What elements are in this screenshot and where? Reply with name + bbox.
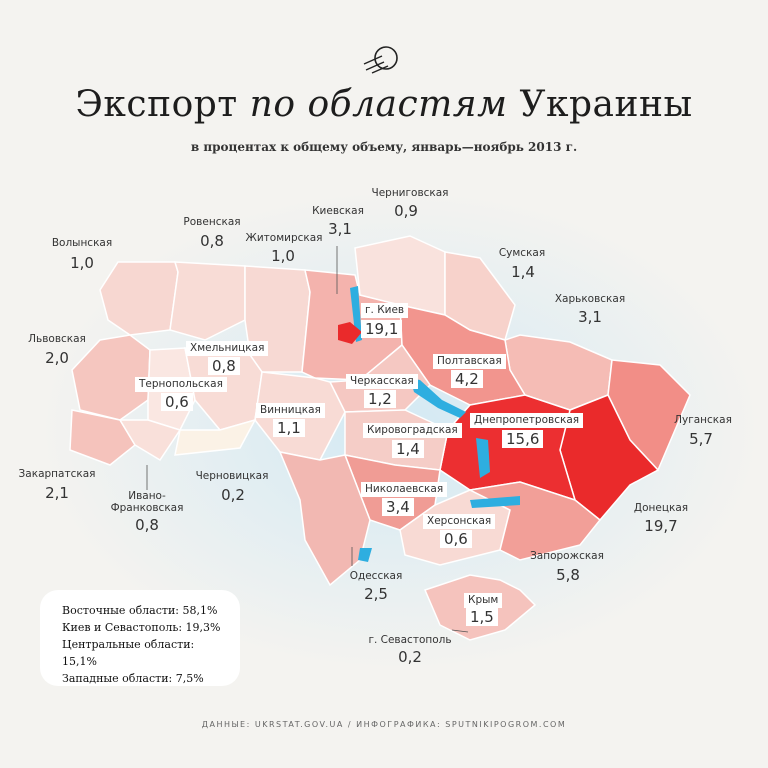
- region-label: Киевская: [312, 205, 364, 217]
- summary-legend: Восточные области: 58,1% Киев и Севастоп…: [40, 590, 240, 686]
- region-value: 0,2: [398, 648, 422, 666]
- region-value: 0,2: [221, 486, 245, 504]
- region-label: Крым: [464, 593, 503, 608]
- region-label: Львовская: [28, 333, 86, 345]
- region-label: Черновицкая: [195, 470, 269, 482]
- footer-credits: ДАННЫЕ: UKRSTAT.GOV.UA / ИНФОГРАФИКА: SP…: [201, 720, 567, 729]
- legend-item: Киев и Севастополь: 19,3%: [62, 621, 221, 634]
- region-value: 1,4: [392, 440, 424, 458]
- region-value: 15,6: [502, 430, 544, 448]
- region-chernivtsi: [174, 418, 257, 456]
- region-label: Запорожская: [530, 550, 604, 562]
- region-value: 3,1: [578, 308, 602, 326]
- region-label-line1: Ивано-: [128, 490, 166, 502]
- title-text-2: по областям: [249, 84, 508, 125]
- region-label: Сумская: [498, 247, 546, 259]
- region-label: Днепропетровская: [470, 413, 584, 428]
- region-value: 2,1: [45, 484, 69, 502]
- region-value: 1,0: [271, 247, 295, 265]
- region-label: Винницкая: [256, 403, 325, 418]
- region-label: Хмельницкая: [186, 341, 269, 356]
- legend-item: Восточные области: 58,1%: [62, 604, 218, 617]
- region-label: Ровенская: [183, 216, 241, 228]
- region-label: Тернопольская: [135, 377, 227, 392]
- region-label: Черкасская: [346, 374, 418, 389]
- region-value: 0,6: [440, 530, 472, 548]
- region-label: Одесская: [349, 570, 403, 582]
- region-label: Волынская: [51, 237, 113, 249]
- region-value: 5,7: [689, 430, 713, 448]
- region-label: г. Севастополь: [368, 634, 452, 646]
- region-label: Житомирская: [245, 232, 323, 244]
- region-value: 19,1: [361, 320, 403, 338]
- region-kyiv-city: [338, 322, 362, 344]
- page-title: Экспорт по областям Украины: [0, 84, 768, 125]
- region-value: 3,1: [328, 220, 352, 238]
- region-value: 4,2: [451, 370, 483, 388]
- title-text-1: Экспорт: [75, 84, 238, 125]
- region-label: Херсонская: [423, 514, 496, 529]
- region-label-line2: Франковская: [110, 502, 184, 514]
- title-text-3: Украины: [519, 84, 693, 125]
- region-zakarpattia: [69, 409, 136, 466]
- region-label: Полтавская: [433, 354, 506, 369]
- region-value: 1,5: [466, 608, 498, 626]
- region-value: 0,6: [161, 393, 193, 411]
- region-value: 1,1: [273, 419, 305, 437]
- legend-item: Центральные области: 15,1%: [62, 638, 195, 668]
- region-value: 2,5: [364, 585, 388, 603]
- region-value: 1,0: [70, 254, 94, 272]
- region-value: 3,4: [382, 498, 414, 516]
- region-label: Кировоградская: [363, 423, 462, 438]
- region-value: 0,8: [135, 516, 159, 534]
- region-ivano-frankivsk: [118, 419, 182, 462]
- legend-item: Западные области: 7,5%: [62, 672, 204, 685]
- region-zhytomyr: [244, 265, 311, 373]
- region-label: Закарпатская: [18, 468, 96, 480]
- region-value: 5,8: [556, 566, 580, 584]
- region-label: Черниговская: [371, 187, 449, 199]
- region-value: 19,7: [644, 517, 678, 535]
- region-value: 0,8: [200, 232, 224, 250]
- leader-lines: [146, 246, 469, 633]
- region-value: 0,8: [208, 357, 240, 375]
- region-value: 2,0: [45, 349, 69, 367]
- region-label: Луганская: [674, 414, 732, 426]
- region-value: 0,9: [394, 202, 418, 220]
- region-lviv: [71, 334, 151, 421]
- satellite-logo-icon: [363, 46, 398, 74]
- region-label: Донецкая: [633, 502, 689, 514]
- water-bodies: [350, 286, 520, 562]
- region-label: Харьковская: [554, 293, 626, 305]
- region-label: г. Киев: [361, 303, 409, 318]
- region-value: 1,2: [364, 390, 396, 408]
- subtitle: в процентах к общему объему, январь—нояб…: [190, 140, 578, 154]
- region-value: 1,4: [511, 263, 535, 281]
- region-label: Николаевская: [361, 482, 448, 497]
